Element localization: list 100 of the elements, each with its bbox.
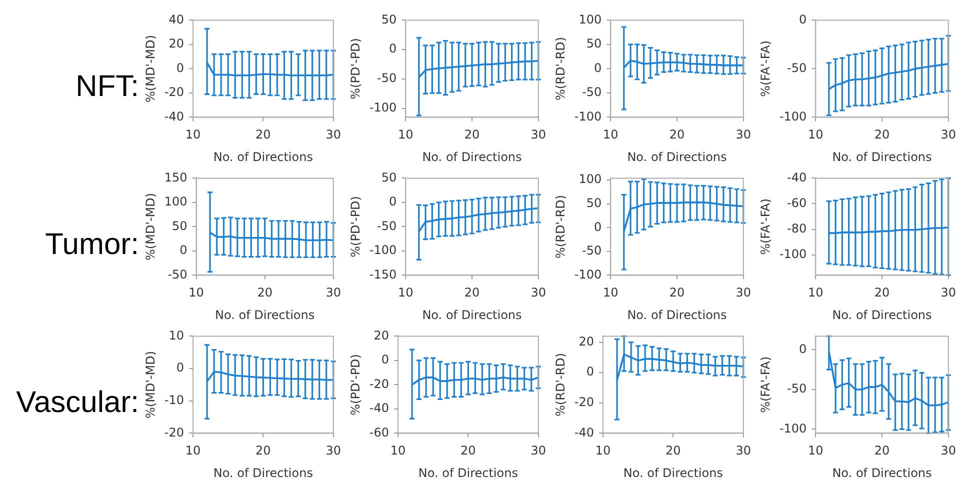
- text: NFT:: [74, 70, 139, 104]
- x-axis-title: No. of Directions: [832, 466, 932, 480]
- x-tick-label: 20: [666, 444, 681, 458]
- x-tick-label: 30: [736, 128, 752, 142]
- y-tick-label: 20: [168, 36, 184, 51]
- y-tick-label: 100: [578, 12, 602, 26]
- y-axis-title: %(FA'-FA): [758, 40, 772, 97]
- x-tick-label: 20: [464, 286, 480, 300]
- x-axis-title: No. of Directions: [627, 150, 727, 164]
- y-tick-label: -100: [779, 109, 807, 124]
- x-tick-label: 20: [464, 128, 480, 142]
- y-tick-label: 10: [168, 328, 184, 342]
- x-tick-label: 10: [185, 128, 201, 142]
- x-tick-label: 20: [874, 444, 890, 458]
- x-axis-title: No. of Directions: [422, 150, 522, 164]
- y-tick-label: 50: [586, 36, 602, 51]
- y-tick-label: -100: [369, 243, 397, 258]
- x-tick-label: 30: [940, 444, 956, 458]
- x-axis-title: No. of Directions: [832, 308, 932, 322]
- x-tick-label: 20: [460, 444, 476, 458]
- y-axis-title: %(RD'-RD): [553, 36, 568, 100]
- y-tick-label: -150: [369, 267, 397, 282]
- y-tick-label: -60: [369, 425, 389, 440]
- y-tick-label: 150: [164, 170, 188, 184]
- y-axis-title: %(RD'-RD): [553, 194, 568, 258]
- x-tick-label: 10: [808, 128, 824, 142]
- y-tick-label: -20: [574, 395, 594, 410]
- y-tick-label: -50: [377, 218, 397, 233]
- y-tick-label: 40: [168, 12, 184, 26]
- y-tick-label: -100: [779, 246, 807, 261]
- y-tick-label: -50: [168, 267, 188, 282]
- x-tick-label: 10: [185, 444, 201, 458]
- y-tick-label: -50: [582, 85, 602, 100]
- y-axis-title: %(FA'-FA): [758, 356, 772, 413]
- y-tick-label: -50: [582, 244, 602, 258]
- y-axis-title: %(PD'-PD): [348, 196, 362, 258]
- x-tick-label: 30: [326, 286, 342, 300]
- x-tick-label: 30: [940, 128, 956, 142]
- x-tick-label: 10: [188, 286, 204, 300]
- y-axis-title: %(MD'-MD): [143, 192, 158, 260]
- y-tick-label: 0: [798, 12, 807, 26]
- x-axis-title: No. of Directions: [213, 150, 313, 164]
- x-axis-title: No. of Directions: [213, 466, 313, 480]
- y-axis-title: %(RD'-RD): [553, 352, 568, 416]
- y-tick-label: -40: [574, 425, 594, 440]
- y-tick-label: 50: [172, 218, 188, 233]
- y-tick-label: 50: [381, 170, 397, 184]
- y-axis-title: %(PD'-PD): [348, 354, 362, 416]
- y-tick-label: -100: [574, 109, 602, 124]
- y-tick-label: 50: [381, 12, 397, 26]
- y-tick-label: -60: [787, 196, 807, 210]
- y-tick-label: -40: [787, 170, 807, 184]
- y-tick-label: -20: [369, 376, 389, 391]
- y-tick-label: 0: [388, 42, 397, 56]
- y-axis-title: %(MD'-MD): [143, 350, 158, 418]
- y-tick-label: 100: [578, 172, 602, 186]
- y-axis-title: %(MD'-MD): [143, 34, 158, 102]
- y-tick-label: -10: [164, 392, 184, 407]
- y-tick-label: 0: [594, 60, 602, 75]
- y-tick-label: 20: [374, 328, 389, 342]
- y-tick-label: -20: [164, 425, 184, 440]
- y-tick-label: -20: [164, 85, 184, 100]
- y-tick-label: -50: [787, 382, 807, 396]
- y-axis-title: %(FA'-FA): [758, 198, 772, 255]
- x-tick-label: 10: [808, 444, 824, 458]
- y-tick-label: 0: [381, 352, 389, 367]
- y-tick-label: -100: [779, 421, 807, 436]
- x-tick-label: 20: [257, 286, 272, 300]
- x-tick-label: 30: [530, 286, 546, 300]
- x-tick-label: 10: [398, 128, 414, 142]
- y-tick-label: 0: [388, 194, 397, 209]
- y-tick-label: -50: [377, 71, 397, 86]
- x-tick-label: 10: [808, 286, 824, 300]
- text: Vascular:: [15, 386, 139, 420]
- x-tick-label: 30: [736, 444, 752, 458]
- y-tick-label: 0: [176, 360, 184, 375]
- x-tick-label: 10: [398, 286, 414, 300]
- y-tick-label: 0: [180, 243, 188, 258]
- x-tick-label: 10: [602, 128, 618, 142]
- x-axis-title: No. of Directions: [418, 466, 518, 480]
- x-tick-label: 20: [669, 128, 685, 142]
- x-tick-label: 10: [602, 286, 618, 300]
- y-tick-label: -80: [787, 221, 807, 236]
- y-tick-label: -40: [369, 401, 389, 416]
- y-tick-label: 50: [586, 196, 602, 210]
- y-tick-label: 0: [798, 342, 807, 356]
- x-tick-label: 30: [326, 128, 342, 142]
- x-axis-title: No. of Directions: [832, 150, 932, 164]
- y-tick-label: -100: [369, 100, 397, 115]
- x-tick-label: 20: [256, 128, 271, 142]
- x-tick-label: 20: [669, 286, 685, 300]
- x-tick-label: 30: [736, 286, 752, 300]
- y-tick-label: -50: [787, 60, 807, 75]
- text: Tumor:: [44, 228, 139, 262]
- x-axis-title: No. of Directions: [623, 466, 723, 480]
- y-tick-label: 0: [594, 220, 602, 234]
- x-tick-label: 30: [530, 128, 546, 142]
- x-axis-title: No. of Directions: [627, 308, 727, 322]
- x-axis-title: No. of Directions: [215, 308, 315, 322]
- x-axis-title: No. of Directions: [422, 308, 522, 322]
